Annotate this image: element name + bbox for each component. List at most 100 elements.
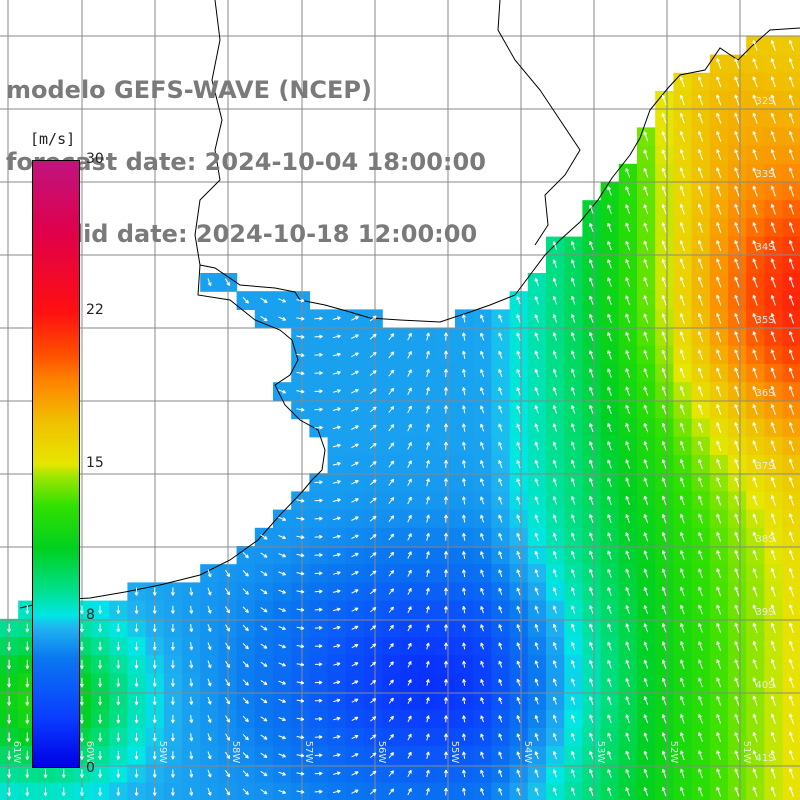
wind-arrow (734, 312, 740, 324)
wind-arrow (260, 297, 268, 303)
wind-arrow (789, 221, 795, 233)
wind-arrow (789, 786, 794, 797)
wind-arrow (79, 769, 84, 779)
wind-arrow (643, 732, 649, 742)
wind-arrow (571, 641, 576, 651)
wind-arrow (680, 750, 685, 760)
wind-arrow (679, 112, 685, 124)
wind-arrow (388, 515, 395, 523)
wind-arrow (625, 696, 630, 706)
wind-arrow (789, 149, 795, 161)
wind-arrow (224, 569, 231, 578)
wind-arrow (516, 715, 521, 723)
wind-arrow (480, 605, 484, 614)
wind-arrow (589, 532, 594, 542)
wind-arrow (643, 568, 649, 578)
wind-arrow (571, 550, 576, 560)
wind-arrow (242, 606, 249, 613)
wind-arrow (207, 751, 212, 760)
wind-arrow (770, 695, 776, 706)
wind-arrow (589, 750, 594, 760)
wind-arrow (462, 660, 467, 668)
wind-arrow (351, 334, 359, 339)
wind-arrow (351, 662, 359, 667)
wind-arrow (770, 312, 776, 324)
wind-arrow (25, 787, 30, 797)
wind-arrow (425, 660, 430, 668)
wind-arrow (534, 714, 539, 723)
wind-arrow (260, 315, 268, 322)
wind-arrow (462, 787, 466, 796)
wind-arrow (516, 496, 521, 505)
wind-arrow (189, 660, 194, 669)
wind-arrow (351, 735, 359, 740)
wind-arrow (534, 496, 539, 505)
wind-arrow (260, 552, 268, 558)
wind-arrow (351, 789, 359, 794)
wind-arrow (351, 316, 359, 321)
wind-arrow (698, 495, 703, 506)
wind-arrow (242, 297, 249, 304)
wind-arrow (661, 495, 667, 506)
wind-arrow (607, 568, 612, 578)
wind-arrow (570, 386, 576, 396)
wind-arrow (534, 569, 539, 578)
wind-arrow (260, 770, 268, 777)
wind-arrow (716, 276, 722, 288)
wind-arrow (770, 731, 776, 743)
wind-arrow (443, 697, 448, 705)
lat-label: 39S (755, 607, 774, 618)
wind-arrow (734, 403, 740, 415)
colorbar-tick-15: 15 (86, 455, 104, 471)
wind-arrow (661, 386, 667, 397)
wind-arrow (443, 569, 448, 578)
wind-arrow (189, 733, 194, 742)
wind-arrow (296, 589, 305, 594)
wind-arrow (224, 587, 231, 596)
wind-arrow (698, 531, 703, 542)
wind-arrow (314, 498, 323, 503)
wind-arrow (260, 734, 268, 740)
lon-label: 56W (376, 741, 387, 764)
wind-arrow (388, 679, 394, 686)
wind-arrow (443, 624, 448, 632)
wind-arrow (480, 715, 484, 723)
wind-arrow (607, 750, 612, 760)
wind-arrow (698, 258, 704, 270)
wind-arrow (661, 440, 667, 451)
wind-arrow (552, 459, 558, 469)
wind-arrow (770, 458, 776, 470)
wind-arrow (260, 752, 268, 758)
wind-arrow (425, 624, 430, 632)
wind-arrow (752, 276, 758, 288)
wind-arrow (534, 678, 539, 687)
wind-arrow (278, 680, 286, 685)
wind-arrow (351, 680, 359, 685)
wind-arrow (679, 149, 685, 160)
wind-arrow (625, 258, 631, 269)
wind-arrow (770, 713, 776, 724)
wind-arrow (679, 422, 685, 433)
wind-arrow (314, 771, 323, 776)
wind-arrow (607, 696, 612, 705)
wind-arrow (607, 623, 612, 633)
colorbar (32, 160, 80, 768)
wind-arrow (314, 589, 323, 594)
wind-arrow (242, 551, 249, 559)
wind-arrow (607, 495, 612, 505)
wind-arrow (752, 604, 758, 615)
wind-arrow (589, 714, 594, 724)
wind-arrow (462, 532, 466, 541)
wind-arrow (789, 331, 795, 343)
wind-arrow (407, 351, 412, 359)
wind-arrow (680, 659, 685, 669)
wind-arrow (388, 351, 395, 359)
wind-arrow (643, 349, 649, 360)
wind-arrow (734, 240, 740, 252)
wind-arrow (552, 623, 557, 632)
wind-arrow (789, 112, 795, 124)
wind-arrow (98, 623, 103, 633)
wind-arrow (752, 185, 758, 197)
wind-arrow (516, 605, 521, 614)
wind-arrow (789, 567, 794, 579)
